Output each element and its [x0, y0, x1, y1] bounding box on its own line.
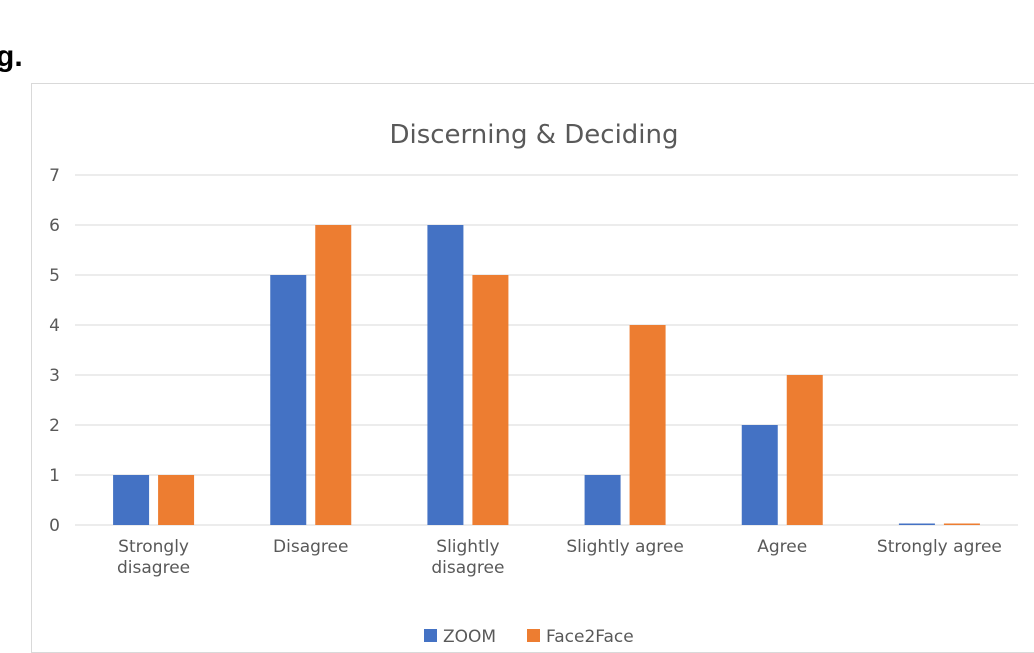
bar-face2face-1 [315, 225, 352, 525]
x-category-label: Strongly disagree [117, 537, 190, 578]
x-category-label: Slightly agree [566, 537, 683, 557]
legend-swatch-face2face [527, 629, 540, 642]
bar-face2face-0 [158, 475, 195, 525]
bar-zoom-0 [113, 475, 150, 525]
legend: ZOOM Face2Face [424, 627, 634, 647]
bar-face2face-4 [786, 375, 823, 525]
y-axis-ticks: 0 1 2 3 4 5 6 7 [49, 166, 60, 536]
y-tick-label: 5 [49, 266, 60, 286]
bar-zoom-3 [584, 475, 621, 525]
y-tick-label: 4 [49, 316, 60, 336]
legend-label-face2face: Face2Face [546, 627, 634, 647]
bar-zoom-4 [741, 425, 778, 525]
y-tick-label: 7 [49, 166, 60, 186]
x-category-label: Slightly disagree [431, 537, 504, 578]
y-tick-label: 2 [49, 416, 60, 436]
bar-face2face-3 [629, 325, 666, 525]
x-axis-categories: Strongly disagree Disagree Slightly disagree… [117, 537, 1002, 578]
bar-face2face-5 [943, 523, 980, 525]
legend-label-zoom: ZOOM [443, 627, 496, 647]
gridlines [75, 174, 1018, 526]
bars [113, 225, 980, 525]
y-tick-label: 1 [49, 466, 60, 486]
x-category-label: Disagree [273, 537, 348, 557]
bar-face2face-2 [472, 275, 509, 525]
y-tick-label: 0 [49, 516, 60, 536]
y-tick-label: 6 [49, 216, 60, 236]
bar-zoom-5 [898, 523, 935, 525]
chart-title: Discerning & Deciding [389, 120, 678, 150]
legend-swatch-zoom [424, 629, 437, 642]
bar-zoom-2 [427, 225, 464, 525]
bar-zoom-1 [270, 275, 307, 525]
y-tick-label: 3 [49, 366, 60, 386]
page-fragment-text: g. [0, 40, 23, 73]
x-category-label: Strongly agree [877, 537, 1002, 557]
x-category-label: Agree [757, 537, 807, 557]
